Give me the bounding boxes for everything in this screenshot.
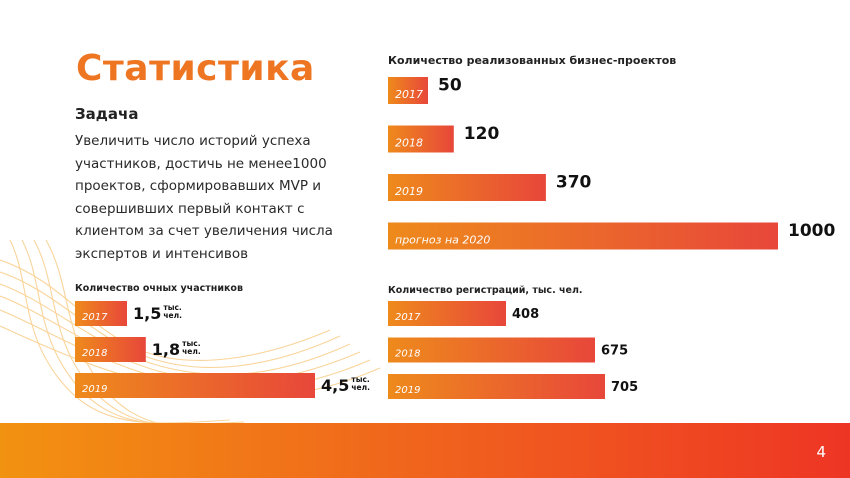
task-heading: Задача bbox=[75, 105, 139, 123]
projects-value-label-0: 50 bbox=[438, 75, 462, 95]
participants-value-label-0: 1,5 bbox=[133, 304, 161, 323]
registrations-category-label-0: 2017 bbox=[395, 312, 421, 323]
registrations-bar-0 bbox=[388, 301, 506, 326]
participants-chart-title: Количество очных участников bbox=[75, 283, 243, 294]
participants-bar-0 bbox=[75, 301, 127, 326]
projects-bar-chart: Количество реализованных бизнес-проектов… bbox=[388, 54, 835, 250]
participants-unit-line2-0: чел. bbox=[163, 311, 182, 320]
registrations-bar-chart: Количество регистраций, тыс. чел. 2017 40… bbox=[388, 285, 638, 399]
page-number: 4 bbox=[816, 443, 826, 461]
registrations-chart-title: Количество регистраций, тыс. чел. bbox=[388, 285, 583, 296]
page-title: Статистика bbox=[76, 48, 315, 89]
projects-value-label-1: 120 bbox=[464, 124, 500, 144]
projects-category-label-1: 2018 bbox=[395, 137, 423, 150]
projects-bar-1 bbox=[388, 125, 454, 153]
participants-unit-line1-2: тыс. bbox=[351, 375, 370, 384]
participants-unit-line2-2: чел. bbox=[351, 383, 370, 392]
participants-bar-2 bbox=[75, 373, 315, 398]
registrations-category-label-2: 2019 bbox=[395, 385, 420, 396]
registrations-category-label-1: 2018 bbox=[395, 349, 420, 360]
task-description: Увеличить число историй успеха участнико… bbox=[75, 133, 333, 262]
projects-bar-0 bbox=[388, 77, 428, 104]
participants-unit-line2-1: чел. bbox=[182, 347, 201, 356]
participants-value-label-2: 4,5 bbox=[321, 376, 349, 395]
footer-bar: 4 bbox=[0, 423, 850, 478]
projects-chart-title: Количество реализованных бизнес-проектов bbox=[388, 54, 676, 67]
projects-category-label-3: прогноз на 2020 bbox=[395, 234, 490, 247]
participants-value-label-1: 1,8 bbox=[152, 340, 180, 359]
projects-bar-3 bbox=[388, 222, 778, 250]
registrations-value-label-0: 408 bbox=[512, 307, 539, 322]
projects-category-label-0: 2017 bbox=[395, 88, 423, 101]
participants-category-label-2: 2019 bbox=[82, 384, 107, 395]
registrations-bar-1 bbox=[388, 337, 595, 363]
participants-bar-chart: Количество очных участников 2017 1,5 тыс.ч… bbox=[75, 283, 370, 398]
projects-value-label-3: 1000 bbox=[788, 221, 835, 241]
projects-category-label-2: 2019 bbox=[395, 185, 423, 198]
participants-category-label-0: 2017 bbox=[82, 312, 108, 323]
participants-bar-1 bbox=[75, 337, 146, 362]
projects-value-label-2: 370 bbox=[556, 172, 592, 192]
projects-bar-2 bbox=[388, 174, 546, 201]
participants-unit-line1-0: тыс. bbox=[163, 303, 182, 312]
participants-category-label-1: 2018 bbox=[82, 348, 107, 359]
participants-unit-line1-1: тыс. bbox=[182, 339, 201, 348]
registrations-bar-2 bbox=[388, 374, 605, 399]
registrations-value-label-1: 675 bbox=[601, 344, 628, 359]
registrations-value-label-2: 705 bbox=[611, 380, 638, 395]
